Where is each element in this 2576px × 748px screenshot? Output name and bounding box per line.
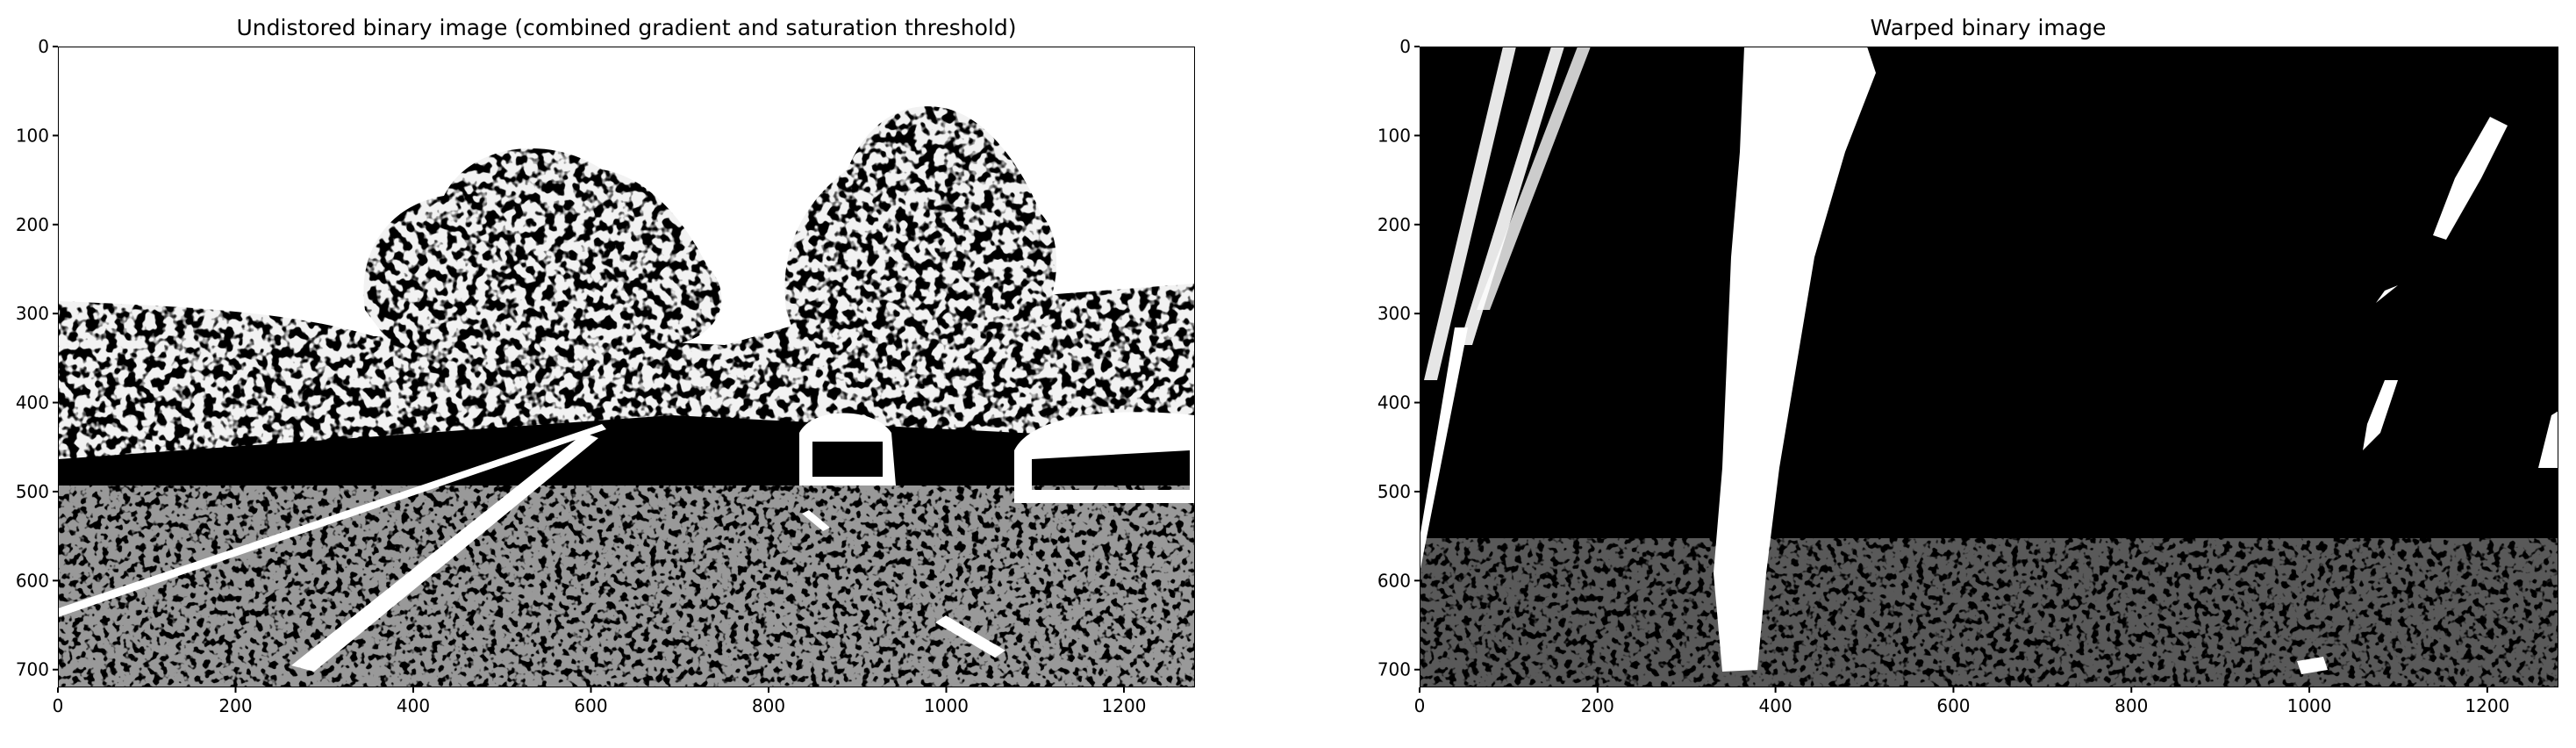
x-tick-label: 400 [397,695,430,716]
y-tick-label: 600 [1377,570,1411,591]
y-tick-label: 300 [16,303,49,324]
y-tick-label: 400 [1377,392,1411,414]
y-tick-label: 500 [1377,481,1411,502]
x-tick-label: 600 [1936,695,1970,716]
x-tick-label: 0 [53,695,64,716]
panel-title: Undistored binary image (combined gradie… [237,15,1017,40]
x-tick-label: 0 [1414,695,1426,716]
y-tick-label: 400 [16,392,49,414]
y-tick-label: 100 [1377,125,1411,146]
x-axis-ticks: 0 200 400 600 800 1000 1200 [1414,687,2509,716]
x-tick-label: 1000 [2287,695,2332,716]
y-tick-label: 600 [16,570,49,591]
warped-binary-image-panel: Warped binary image 0 200 400 600 800 1000 120… [1377,15,2558,716]
y-tick-label: 300 [1377,303,1411,324]
x-tick-label: 400 [1759,695,1792,716]
y-tick-label: 700 [1377,659,1411,680]
x-tick-label: 200 [218,695,252,716]
y-tick-label: 0 [38,36,49,57]
x-tick-label: 1000 [924,695,969,716]
y-tick-label: 700 [16,659,49,680]
x-tick-label: 600 [574,695,607,716]
y-tick-label: 0 [1399,36,1411,57]
x-tick-label: 800 [2114,695,2148,716]
y-axis-ticks: 0 100 200 300 400 500 600 700 [16,36,58,680]
x-tick-label: 200 [1581,695,1614,716]
y-tick-label: 500 [16,481,49,502]
undistorted-binary-image-panel: Undistored binary image (combined gradie… [16,15,1195,716]
y-tick-label: 200 [1377,214,1411,235]
x-tick-label: 800 [752,695,785,716]
x-tick-label: 1200 [1102,695,1147,716]
x-tick-label: 1200 [2465,695,2509,716]
x-axis-ticks: 0 200 400 600 800 1000 1200 [53,687,1147,716]
panel-title: Warped binary image [1871,15,2107,40]
binary-image [1420,47,2558,687]
y-tick-label: 200 [16,214,49,235]
y-axis-ticks: 0 100 200 300 400 500 600 700 [1377,36,1420,680]
y-tick-label: 100 [16,125,49,146]
binary-image [58,47,1195,687]
